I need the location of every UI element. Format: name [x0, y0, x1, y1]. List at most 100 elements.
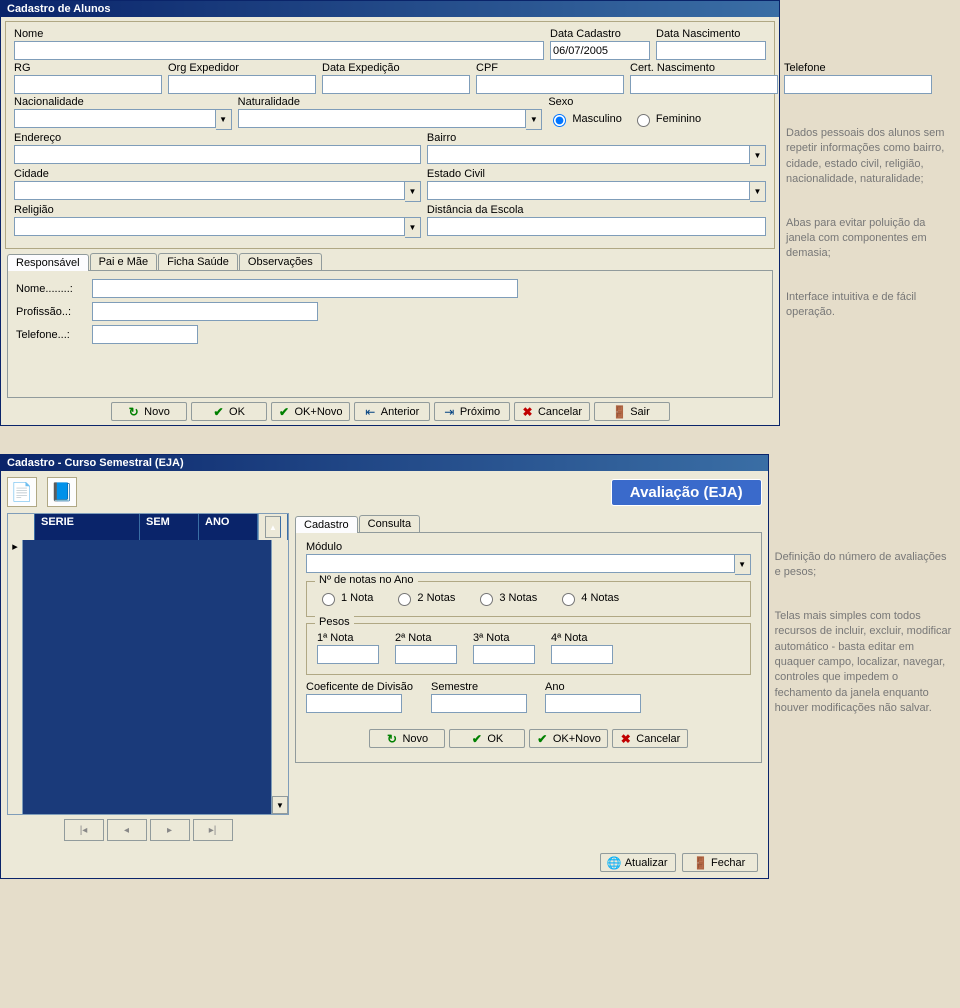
nav-next-button[interactable]: ▸ [150, 819, 190, 841]
tab-responsavel[interactable]: Responsável [7, 254, 89, 271]
sub-nome-input[interactable] [92, 279, 518, 298]
tab-consulta[interactable]: Consulta [359, 515, 420, 532]
nota1-radio[interactable]: 1 Nota [317, 590, 373, 606]
p3-input[interactable] [473, 645, 535, 664]
serie-grid[interactable]: SERIE SEM ANO ▲ ▸ ▼ [7, 513, 289, 815]
nat-input[interactable] [238, 109, 527, 128]
nota3-radio[interactable]: 3 Notas [475, 590, 537, 606]
telefone-label: Telefone [784, 62, 932, 74]
tabs: Responsável Pai e Mãe Ficha Saúde Observ… [7, 253, 773, 270]
estcivil-input[interactable] [427, 181, 750, 200]
bairro-input[interactable] [427, 145, 750, 164]
nome-label: Nome [14, 28, 544, 40]
nav-prev-button[interactable]: ◂ [107, 819, 147, 841]
chevron-down-icon[interactable]: ▼ [216, 109, 232, 130]
tab-cadastro[interactable]: Cadastro [295, 516, 358, 533]
orgexp-input[interactable] [168, 75, 316, 94]
exit-icon: 🚪 [613, 405, 626, 418]
proximo-button[interactable]: ⇥Próximo [434, 402, 510, 421]
sem-input[interactable] [431, 694, 527, 713]
chevron-down-icon[interactable]: ▼ [526, 109, 542, 130]
desc2-p2: Telas mais simples com todos recursos de… [775, 609, 952, 717]
novo2-button[interactable]: ↻Novo [369, 729, 445, 748]
chevron-down-icon[interactable]: ▼ [405, 181, 421, 202]
datacad-input[interactable] [550, 41, 650, 60]
oknovo-button[interactable]: ✔OK+Novo [271, 402, 350, 421]
ano-input[interactable] [545, 694, 641, 713]
pesos-title: Pesos [315, 616, 354, 628]
tab-obs[interactable]: Observações [239, 253, 322, 270]
chevron-down-icon[interactable]: ▼ [735, 554, 751, 575]
cancelar2-button[interactable]: ✖Cancelar [612, 729, 688, 748]
sexo-label: Sexo [548, 96, 766, 108]
chevron-down-icon[interactable]: ▼ [405, 217, 421, 238]
scroll-down-icon[interactable]: ▼ [272, 796, 288, 814]
grid-wrap: SERIE SEM ANO ▲ ▸ ▼ |◂ ◂ ▸ ▸| [7, 513, 289, 841]
end-label: Endereço [14, 132, 421, 144]
modulo-label: Módulo [306, 541, 751, 553]
cancelar-button[interactable]: ✖Cancelar [514, 402, 590, 421]
toolbar: 📄 📘 Avaliação (EJA) [1, 471, 768, 513]
doc-icon[interactable]: 📄 [7, 477, 37, 507]
fechar-button[interactable]: 🚪Fechar [682, 853, 758, 872]
nav-last-button[interactable]: ▸| [193, 819, 233, 841]
scrollbar[interactable]: ▼ [271, 540, 288, 814]
desc1-p3: Interface intuitiva e de fácil operação. [786, 290, 952, 321]
tab-ficha[interactable]: Ficha Saúde [158, 253, 238, 270]
pesos-group: Pesos 1ª Nota 2ª Nota 3ª Nota 4ª Nota [306, 623, 751, 675]
certnasc-input[interactable] [630, 75, 778, 94]
p4-input[interactable] [551, 645, 613, 664]
novo-button[interactable]: ↻Novo [111, 402, 187, 421]
dataexp-label: Data Expedição [322, 62, 470, 74]
chevron-down-icon[interactable]: ▼ [750, 181, 766, 202]
sexo-fem-radio[interactable]: Feminino [632, 111, 701, 127]
scroll-up-icon[interactable]: ▲ [265, 516, 281, 538]
oknovo2-button[interactable]: ✔OK+Novo [529, 729, 608, 748]
nac-input[interactable] [14, 109, 216, 128]
desc1-p1: Dados pessoais dos alunos sem repetir in… [786, 126, 952, 188]
p3-label: 3ª Nota [473, 632, 535, 644]
rg-input[interactable] [14, 75, 162, 94]
cpf-label: CPF [476, 62, 624, 74]
book-icon[interactable]: 📘 [47, 477, 77, 507]
col-serie: SERIE [35, 514, 140, 540]
telefone-input[interactable] [784, 75, 932, 94]
sem-label: Semestre [431, 681, 527, 693]
sub-prof-input[interactable] [92, 302, 318, 321]
p1-input[interactable] [317, 645, 379, 664]
religiao-input[interactable] [14, 217, 405, 236]
modulo-input[interactable] [306, 554, 735, 573]
ok2-button[interactable]: ✔OK [449, 729, 525, 748]
prev-icon: ⇤ [364, 405, 377, 418]
cidade-input[interactable] [14, 181, 405, 200]
end-input[interactable] [14, 145, 421, 164]
sub-tel-input[interactable] [92, 325, 198, 344]
atualizar-button[interactable]: 🌐Atualizar [600, 853, 676, 872]
bairro-label: Bairro [427, 132, 766, 144]
anterior-button[interactable]: ⇤Anterior [354, 402, 430, 421]
titlebar: Cadastro de Alunos [1, 1, 779, 17]
ok-button[interactable]: ✔OK [191, 402, 267, 421]
rg-label: RG [14, 62, 162, 74]
datanasc-input[interactable] [656, 41, 766, 60]
grid-body[interactable] [23, 540, 271, 814]
chevron-down-icon[interactable]: ▼ [750, 145, 766, 166]
p2-input[interactable] [395, 645, 457, 664]
dataexp-input[interactable] [322, 75, 470, 94]
cpf-input[interactable] [476, 75, 624, 94]
religiao-label: Religião [14, 204, 421, 216]
titlebar2: Cadastro - Curso Semestral (EJA) [1, 455, 768, 471]
nota4-radio[interactable]: 4 Notas [557, 590, 619, 606]
sair-button[interactable]: 🚪Sair [594, 402, 670, 421]
sexo-masc-radio[interactable]: Masculino [548, 111, 622, 127]
nac-label: Nacionalidade [14, 96, 232, 108]
nav-first-button[interactable]: |◂ [64, 819, 104, 841]
desc1-p2: Abas para evitar poluição da janela com … [786, 216, 952, 262]
coef-input[interactable] [306, 694, 402, 713]
dist-label: Distância da Escola [427, 204, 766, 216]
check-icon: ✔ [470, 732, 483, 745]
nome-input[interactable] [14, 41, 544, 60]
nota2-radio[interactable]: 2 Notas [393, 590, 455, 606]
tab-paimae[interactable]: Pai e Mãe [90, 253, 158, 270]
dist-input[interactable] [427, 217, 766, 236]
